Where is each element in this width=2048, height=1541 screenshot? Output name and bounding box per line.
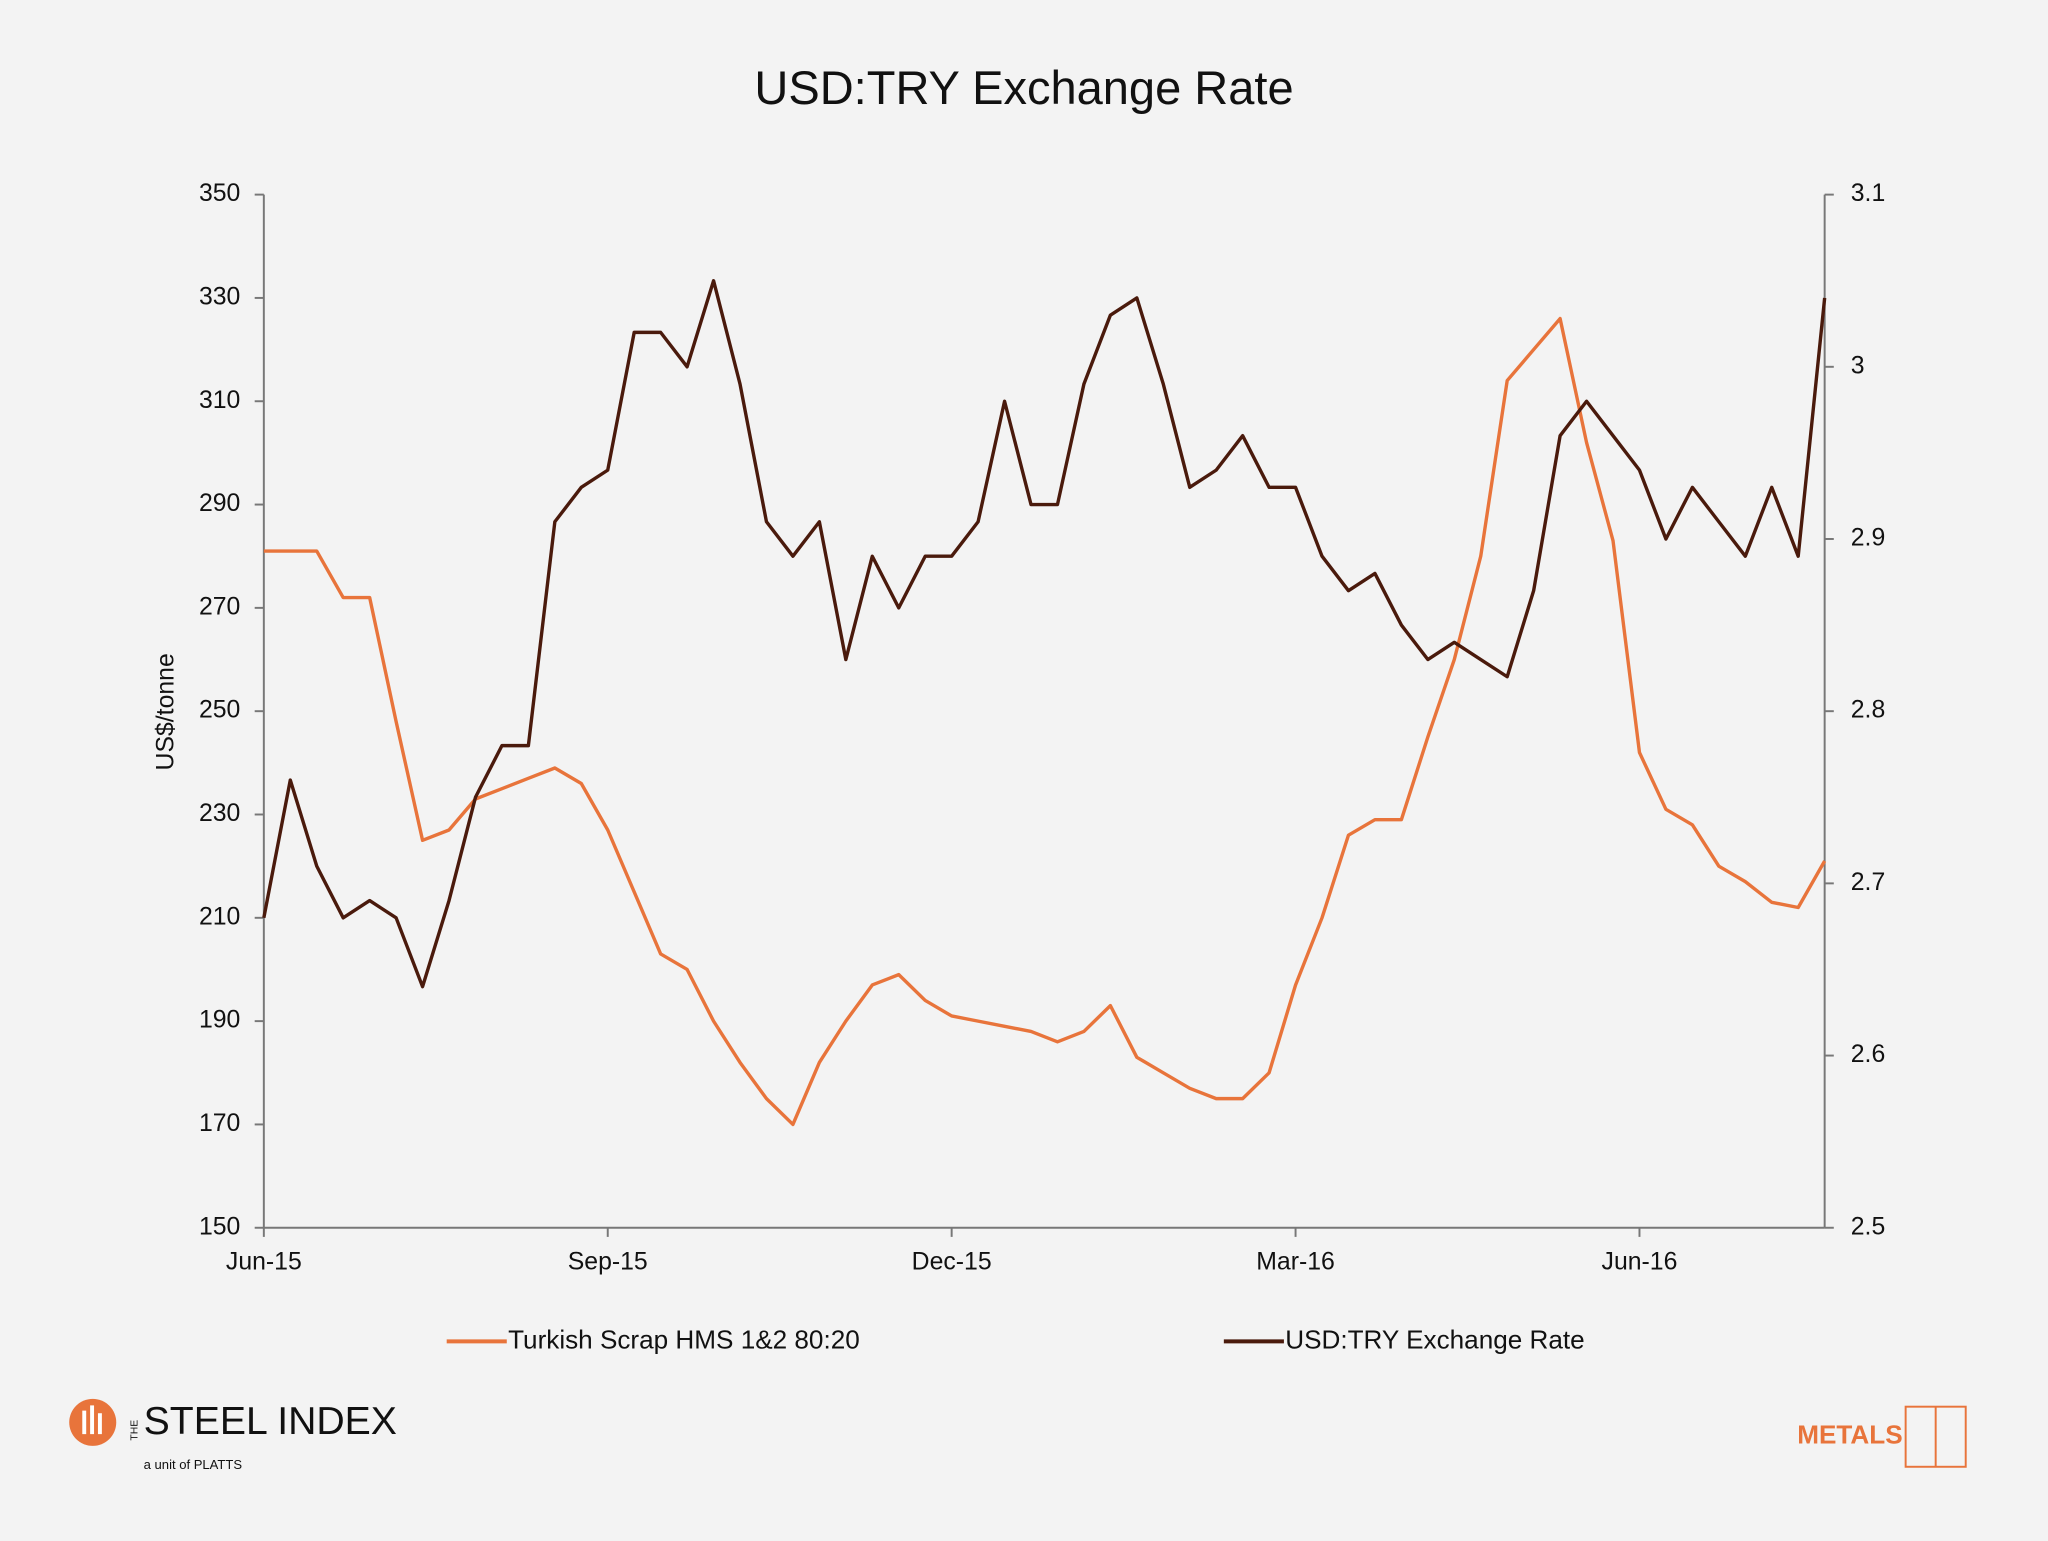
logo-bar — [82, 1410, 87, 1435]
y-tick-label: 330 — [199, 283, 240, 310]
brand-name: STEEL INDEX — [144, 1400, 397, 1443]
y2-tick-label: 3.1 — [1851, 180, 1885, 207]
y-tick-label: 170 — [199, 1110, 240, 1137]
y2-tick-label: 3 — [1851, 352, 1865, 379]
brand-tagline: a unit of PLATTS — [144, 1457, 243, 1472]
y-tick-label: 290 — [199, 490, 240, 517]
y-tick-label: 310 — [199, 387, 240, 414]
logo-bar — [90, 1405, 95, 1435]
chart-title: USD:TRY Exchange Rate — [754, 61, 1293, 114]
y2-tick-label: 2.9 — [1851, 525, 1885, 552]
logo-bar — [97, 1413, 102, 1435]
y2-tick-label: 2.7 — [1851, 869, 1885, 896]
metals-text: METALS — [1797, 1420, 1902, 1450]
y2-tick-label: 2.6 — [1851, 1041, 1885, 1068]
series-line — [262, 279, 1827, 989]
y-tick-label: 350 — [199, 180, 240, 207]
brand-logo: THE STEEL INDEX a unit of PLATTS — [69, 1398, 397, 1472]
brand-the: THE — [129, 1420, 140, 1441]
y-axis-label: US$/tonne — [153, 653, 180, 770]
x-tick-label: Mar-16 — [1256, 1249, 1335, 1276]
series-line — [263, 316, 1827, 1127]
y-tick-label: 250 — [199, 697, 240, 724]
y-tick-label: 150 — [199, 1213, 240, 1240]
x-tick-label: Jun-16 — [1602, 1249, 1678, 1276]
y-tick-label: 230 — [199, 800, 240, 827]
y-tick-label: 190 — [199, 1007, 240, 1034]
x-tick-label: Jun-15 — [226, 1249, 302, 1276]
legend-label: USD:TRY Exchange Rate — [1285, 1324, 1584, 1354]
y2-tick-label: 2.5 — [1851, 1213, 1885, 1240]
y-tick-label: 270 — [199, 593, 240, 620]
x-tick-label: Dec-15 — [912, 1249, 992, 1276]
metals-logo: METALS — [1797, 1405, 1967, 1468]
x-tick-label: Sep-15 — [568, 1249, 648, 1276]
y-tick-label: 210 — [199, 903, 240, 930]
legend-label: Turkish Scrap HMS 1&2 80:20 — [508, 1324, 860, 1354]
y2-tick-label: 2.8 — [1851, 697, 1885, 724]
